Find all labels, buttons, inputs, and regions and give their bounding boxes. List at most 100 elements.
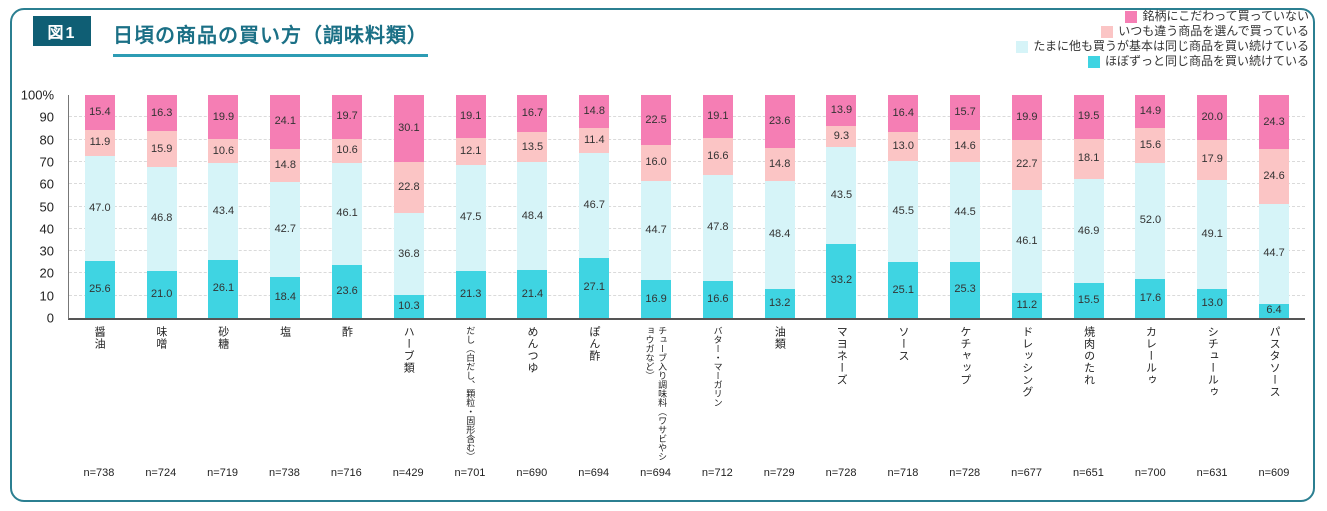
y-axis: 100% 90 80 70 60 50 40 30 20 10 0 <box>0 88 62 326</box>
bar-segment: 46.7 <box>579 153 610 258</box>
segment-value-label: 22.5 <box>645 113 667 126</box>
bar-segment: 18.4 <box>270 276 301 318</box>
bar-segment: 19.9 <box>1011 95 1042 140</box>
segment-value-label: 25.6 <box>89 282 111 295</box>
bar-segment: 15.7 <box>950 95 981 130</box>
category-label: パスタソース <box>1243 326 1305 466</box>
bar-column: 18.4 42.7 14.8 24.1 <box>254 95 316 318</box>
segment-value-label: 16.7 <box>521 107 544 120</box>
gridline <box>69 294 1305 296</box>
bar-column: 16.6 47.8 16.6 19.1 <box>687 94 749 318</box>
bar-segment: 13.5 <box>517 132 548 163</box>
bar-segment: 12.1 <box>455 137 486 165</box>
stacked-bar: 23.6 46.1 10.6 19.7 <box>332 95 363 318</box>
segment-value-label: 16.6 <box>707 293 729 305</box>
bar-segment: 21.4 <box>517 270 548 318</box>
legend-swatch <box>1087 55 1100 68</box>
segment-value-label: 47.0 <box>89 202 111 215</box>
category-label-text: めんつゆ <box>525 326 538 374</box>
stacked-bar: 21.3 47.5 12.1 19.1 <box>455 95 486 318</box>
segment-value-label: 45.5 <box>892 204 914 217</box>
segment-value-label: 16.3 <box>150 106 173 119</box>
legend-swatch <box>1125 10 1138 23</box>
segment-value-label: 49.1 <box>1201 227 1223 240</box>
segment-value-label: 10.6 <box>212 144 235 157</box>
category-label-text: ドレッシング <box>1020 326 1033 398</box>
bar-column: 23.6 46.1 10.6 19.7 <box>316 95 378 318</box>
stacked-bar: 10.3 36.8 22.8 30.1 <box>393 95 424 318</box>
n-label: n=690 <box>516 467 548 479</box>
legend-item: ほぼずっと同じ商品を買い続けている <box>1087 54 1309 69</box>
segment-value-label: 44.7 <box>1263 247 1285 260</box>
stacked-bar: 21.0 46.8 15.9 16.3 <box>146 95 177 318</box>
segment-value-label: 44.7 <box>645 224 667 237</box>
category-label-text: ハーブ類 <box>402 326 415 374</box>
category-label: 醤油 <box>68 326 130 466</box>
bar-column: 13.2 48.4 14.8 23.6 <box>749 95 811 318</box>
bar-segment: 11.2 <box>1011 293 1042 318</box>
legend-item: たまに他も買うが基本は同じ商品を買い続けている <box>1016 39 1309 54</box>
category-label-text: シチュールゥ <box>1206 326 1219 398</box>
n-label: n=609 <box>1258 467 1290 479</box>
sample-size-row: n=738 n=724 n=719 n=738 n=716 n=429 n=701 n=690… <box>68 467 1305 479</box>
segment-value-label: 48.4 <box>521 209 544 222</box>
bar-segment: 24.1 <box>270 95 301 149</box>
segment-value-label: 21.3 <box>459 287 482 300</box>
category-label-text: だし（白だし、顆粒・固形含む） <box>465 326 476 461</box>
segment-value-label: 14.8 <box>583 105 605 118</box>
legend-item: 銘柄にこだわって買っていない <box>1125 9 1309 24</box>
bar-column: 27.1 46.7 11.4 14.8 <box>563 95 625 318</box>
bar-segment: 16.6 <box>702 137 733 175</box>
n-label: n=738 <box>83 467 115 479</box>
segment-value-label: 11.2 <box>1016 299 1038 312</box>
n-label: n=718 <box>887 467 919 479</box>
segment-value-label: 25.1 <box>892 283 914 296</box>
bar-segment: 48.4 <box>764 180 795 289</box>
category-label: ドレッシング <box>996 326 1058 466</box>
segment-value-label: 19.9 <box>1016 110 1038 123</box>
category-label: 塩 <box>254 326 316 466</box>
segment-value-label: 15.5 <box>1077 294 1100 307</box>
bar-segment: 10.6 <box>208 139 239 164</box>
segment-value-label: 25.3 <box>954 283 976 296</box>
segment-value-label: 47.5 <box>459 211 482 224</box>
bar-segment: 25.6 <box>84 260 115 318</box>
segment-value-label: 42.7 <box>274 222 296 235</box>
category-label-text: ソース <box>897 326 910 362</box>
category-label-text: マヨネーズ <box>835 326 848 386</box>
category-label: シチュールゥ <box>1181 326 1243 466</box>
bar-segment: 16.0 <box>641 145 672 181</box>
category-label: ソース <box>872 326 934 466</box>
bar-segment: 19.7 <box>332 95 363 139</box>
bar-segment: 10.6 <box>332 138 363 163</box>
bar-segment: 52.0 <box>1135 162 1166 279</box>
segment-value-label: 16.0 <box>645 156 667 169</box>
n-label: n=631 <box>1196 467 1228 479</box>
bar-segment: 48.4 <box>517 162 548 271</box>
figure-badge: 図1 <box>33 16 91 46</box>
y-tick-label: 40 <box>39 221 54 237</box>
bar-column: 15.5 46.9 18.1 19.5 <box>1058 95 1120 318</box>
bar-segment: 19.1 <box>455 95 486 138</box>
y-tick-label: 50 <box>39 199 54 214</box>
y-tick-label: 10 <box>39 288 54 304</box>
stacked-bar: 33.2 43.5 9.3 13.9 <box>826 95 857 318</box>
bar-segment: 24.3 <box>1259 95 1290 150</box>
bars-row: 25.6 47.0 11.9 15.4 21.0 46.8 15.9 16.3 26.1 43.4… <box>69 94 1305 318</box>
bar-column: 25.1 45.5 13.0 16.4 <box>872 95 934 318</box>
stacked-bar: 18.4 42.7 14.8 24.1 <box>270 95 301 318</box>
legend-swatch <box>1016 40 1029 53</box>
segment-value-label: 11.4 <box>583 134 605 147</box>
category-label-text: ぽん酢 <box>587 326 600 362</box>
bar-segment: 46.8 <box>146 166 177 272</box>
n-label: n=719 <box>207 467 239 479</box>
category-label-text: チューブ入り調味料（ワサビやショウガなど） <box>644 326 668 461</box>
segment-value-label: 6.4 <box>1266 304 1282 317</box>
category-label: ぽん酢 <box>563 326 625 466</box>
bar-column: 25.6 47.0 11.9 15.4 <box>69 95 131 318</box>
category-label: マヨネーズ <box>810 326 872 466</box>
segment-value-label: 20.0 <box>1201 110 1223 123</box>
y-tick-label: 90 <box>39 109 54 125</box>
y-tick-label: 100% <box>20 87 54 103</box>
bar-segment: 47.0 <box>84 156 115 261</box>
